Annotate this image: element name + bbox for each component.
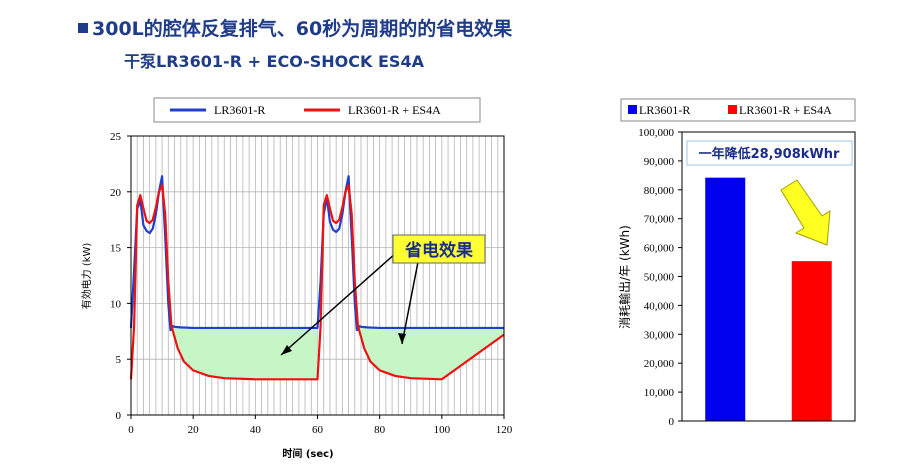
line-grid xyxy=(131,136,504,415)
line-legend-label-2: LR3601-R + ES4A xyxy=(348,103,441,117)
line-y-tick-label: 5 xyxy=(116,354,122,366)
line-x-axis-label: 时间 (sec) xyxy=(282,447,333,460)
saving-area-region xyxy=(357,325,504,380)
line-y-axis-label: 有効电力 (kW) xyxy=(80,243,93,310)
annotation-arrow-2 xyxy=(401,261,419,345)
annotation-arrow-1 xyxy=(280,252,397,356)
saving-area xyxy=(171,325,504,380)
page-subtitle: 干泵LR3601-R + ECO-SHOCK ES4A xyxy=(124,52,424,71)
bar-y-axis-label: 消耗輸出/年 (kWh) xyxy=(617,225,632,329)
saving-callout-box xyxy=(392,234,486,264)
annotation-arrowhead-2 xyxy=(398,333,406,344)
bar-y-tick-label: 80,000 xyxy=(644,185,675,197)
bar-legend-swatch-2 xyxy=(728,105,737,114)
bar-legend-label-2: LR3601-R + ES4A xyxy=(739,103,832,117)
bar-legend-swatch-1 xyxy=(628,105,637,114)
line-y-tick-label: 15 xyxy=(110,243,122,255)
bar-y-tick-label: 40,000 xyxy=(644,300,675,312)
page-title-text: 300L的腔体反复排气、60秒为周期的的省电效果 xyxy=(92,18,513,40)
bar-tick-group: 0 10,000 20,000 30,000 40,000 50,000 60,000 70,… xyxy=(638,127,682,428)
bullet-square-icon xyxy=(78,23,88,33)
bar-chart: LR3601-R LR3601-R + ES4A 0 10,000 20,000 30… xyxy=(617,98,856,428)
bar-y-tick-label: 90,000 xyxy=(644,156,675,168)
line-x-tick-label: 20 xyxy=(188,424,200,436)
reduction-callout-box xyxy=(686,140,853,166)
line-y-tick-label: 25 xyxy=(110,131,122,143)
bar-legend-label-1: LR3601-R xyxy=(639,103,690,117)
line-chart: LR3601-R LR3601-R + ES4A 0 20 40 60 80 100 120… xyxy=(80,97,513,460)
bar-y-tick-label: 60,000 xyxy=(644,243,675,255)
annotation-arrowhead-1 xyxy=(281,345,292,355)
line-series-group xyxy=(129,175,505,381)
bar-y-tick-label: 0 xyxy=(669,416,675,428)
line-x-tick-label: 40 xyxy=(250,424,261,436)
bar-y-tick-label: 70,000 xyxy=(644,214,675,226)
line-y-tick-label: 20 xyxy=(110,187,122,199)
line-x-tick-label: 80 xyxy=(374,424,386,436)
line-y-tick-label: 10 xyxy=(110,298,122,310)
bar-y-tick-label: 100,000 xyxy=(638,127,674,139)
reduction-callout-text: 一年降低28,908kWhr xyxy=(699,146,840,162)
page-title: 300L的腔体反复排气、60秒为周期的的省电效果 xyxy=(78,14,512,41)
saving-callout-text: 省电效果 xyxy=(404,240,473,261)
bar-y-tick-label: 50,000 xyxy=(644,272,675,284)
line-series-2 xyxy=(129,184,505,381)
saving-area-region xyxy=(171,325,318,380)
bar-y-tick-label: 30,000 xyxy=(644,329,675,341)
line-x-tick-label: 0 xyxy=(128,424,134,436)
bar-1 xyxy=(705,177,746,421)
bar-y-tick-label: 10,000 xyxy=(644,387,675,399)
line-x-tick-label: 100 xyxy=(434,424,451,436)
bar-legend-box xyxy=(620,98,856,122)
bar-2 xyxy=(791,261,832,421)
bar-y-tick-label: 20,000 xyxy=(644,358,675,370)
bar-series-group xyxy=(705,177,832,421)
line-series-1 xyxy=(129,175,504,332)
line-y-tick-label: 0 xyxy=(116,410,122,422)
line-x-tick-label: 120 xyxy=(496,424,513,436)
line-x-tick-label: 60 xyxy=(312,424,324,436)
decrease-arrow-icon xyxy=(780,179,831,246)
line-tick-group: 0 20 40 60 80 100 120 0 5 10 15 20 25 xyxy=(110,131,513,436)
line-legend-label-1: LR3601-R xyxy=(214,103,265,117)
